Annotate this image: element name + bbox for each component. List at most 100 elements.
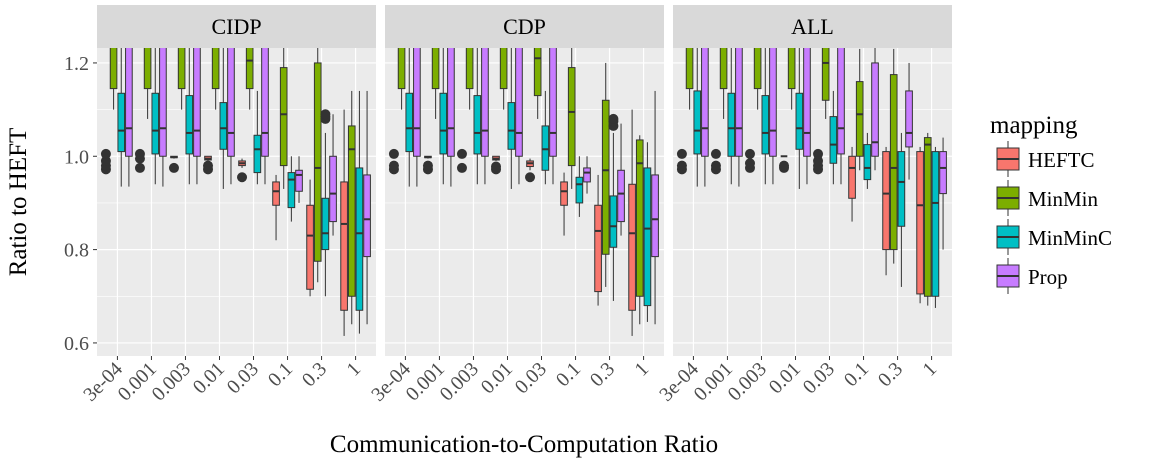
box bbox=[863, 144, 872, 181]
x-tick-label: 1 bbox=[630, 358, 653, 381]
box bbox=[829, 116, 838, 164]
box bbox=[628, 183, 636, 311]
strip bbox=[385, 5, 664, 48]
box bbox=[643, 167, 652, 307]
x-tick-label: 0.003 bbox=[436, 358, 483, 405]
outlier bbox=[710, 160, 721, 171]
outlier bbox=[676, 160, 687, 171]
box bbox=[560, 181, 568, 206]
strip bbox=[97, 5, 376, 48]
box bbox=[753, 48, 762, 90]
box bbox=[499, 48, 508, 90]
box bbox=[685, 48, 694, 90]
outlier bbox=[388, 160, 399, 171]
box bbox=[871, 62, 879, 157]
outlier bbox=[134, 162, 145, 173]
strip bbox=[673, 5, 952, 48]
x-tick-label: 0.001 bbox=[690, 358, 737, 405]
box bbox=[143, 48, 152, 90]
box bbox=[261, 48, 269, 157]
box bbox=[855, 81, 864, 157]
box bbox=[939, 151, 947, 195]
box bbox=[575, 176, 584, 204]
box bbox=[473, 95, 482, 155]
x-tick-label: 0.3 bbox=[586, 358, 619, 391]
box bbox=[719, 48, 728, 90]
outlier bbox=[456, 162, 467, 173]
x-tick-label: 0.001 bbox=[402, 358, 449, 405]
outlier bbox=[744, 148, 755, 159]
box bbox=[295, 169, 303, 192]
x-tick-label: 0.3 bbox=[874, 358, 907, 391]
box bbox=[549, 48, 557, 157]
strip-label: CIDP bbox=[211, 14, 261, 39]
outlier bbox=[134, 148, 145, 159]
box bbox=[117, 92, 126, 153]
x-tick-label: 0.01 bbox=[189, 358, 229, 398]
box bbox=[923, 137, 932, 297]
outlier bbox=[525, 172, 536, 183]
series-2 bbox=[405, 48, 652, 322]
box bbox=[727, 92, 736, 157]
series-3 bbox=[701, 48, 947, 250]
outlier bbox=[710, 148, 721, 159]
outlier bbox=[100, 155, 111, 166]
series-2 bbox=[117, 48, 364, 334]
x-tick-label: 0.1 bbox=[264, 358, 297, 391]
x-tick-label: 1 bbox=[918, 358, 941, 381]
legend-label: HEFTC bbox=[1028, 148, 1095, 172]
box bbox=[882, 151, 890, 251]
box bbox=[185, 95, 194, 155]
strip-label: CDP bbox=[503, 14, 546, 39]
box bbox=[507, 102, 516, 150]
box bbox=[272, 181, 280, 206]
box bbox=[787, 48, 796, 90]
box bbox=[306, 204, 314, 290]
box bbox=[253, 134, 262, 174]
x-tick-label: 0.03 bbox=[799, 358, 839, 398]
box bbox=[541, 125, 550, 171]
box bbox=[405, 92, 414, 153]
legend-label: Prop bbox=[1028, 265, 1068, 289]
box bbox=[761, 95, 770, 155]
outlier bbox=[676, 148, 687, 159]
outlier bbox=[320, 109, 331, 120]
x-tick-label: 0.003 bbox=[148, 358, 195, 405]
series-1 bbox=[109, 48, 356, 325]
series-1 bbox=[685, 48, 932, 306]
box bbox=[109, 48, 118, 90]
box bbox=[701, 48, 709, 157]
outlier bbox=[237, 172, 248, 183]
box bbox=[439, 92, 448, 155]
box bbox=[177, 48, 186, 90]
box bbox=[227, 48, 235, 157]
box bbox=[287, 172, 296, 209]
series-0 bbox=[100, 109, 348, 336]
box bbox=[159, 48, 167, 157]
box bbox=[905, 90, 913, 148]
series-3 bbox=[125, 48, 371, 325]
box bbox=[837, 48, 845, 155]
x-tick-label: 0.1 bbox=[840, 358, 873, 391]
box bbox=[693, 90, 702, 155]
y-tick-label: 1.2 bbox=[64, 53, 89, 75]
box bbox=[848, 155, 856, 199]
x-axis-title: Communication-to-Computation Ratio bbox=[330, 431, 718, 458]
box bbox=[567, 67, 576, 167]
outlier bbox=[744, 158, 755, 169]
x-tick-label: 0.01 bbox=[765, 358, 805, 398]
x-tick-label: 0.3 bbox=[298, 358, 331, 391]
box bbox=[363, 174, 371, 258]
box bbox=[340, 181, 348, 311]
box bbox=[583, 167, 591, 183]
outlier bbox=[456, 148, 467, 159]
outlier bbox=[491, 161, 502, 172]
box bbox=[795, 92, 804, 150]
box bbox=[601, 99, 610, 255]
box bbox=[594, 204, 602, 293]
box bbox=[347, 125, 356, 297]
outlier bbox=[422, 160, 433, 171]
box bbox=[431, 48, 440, 90]
series-0 bbox=[388, 109, 636, 336]
y-axis-title: Ratio to HEFT bbox=[5, 128, 32, 277]
